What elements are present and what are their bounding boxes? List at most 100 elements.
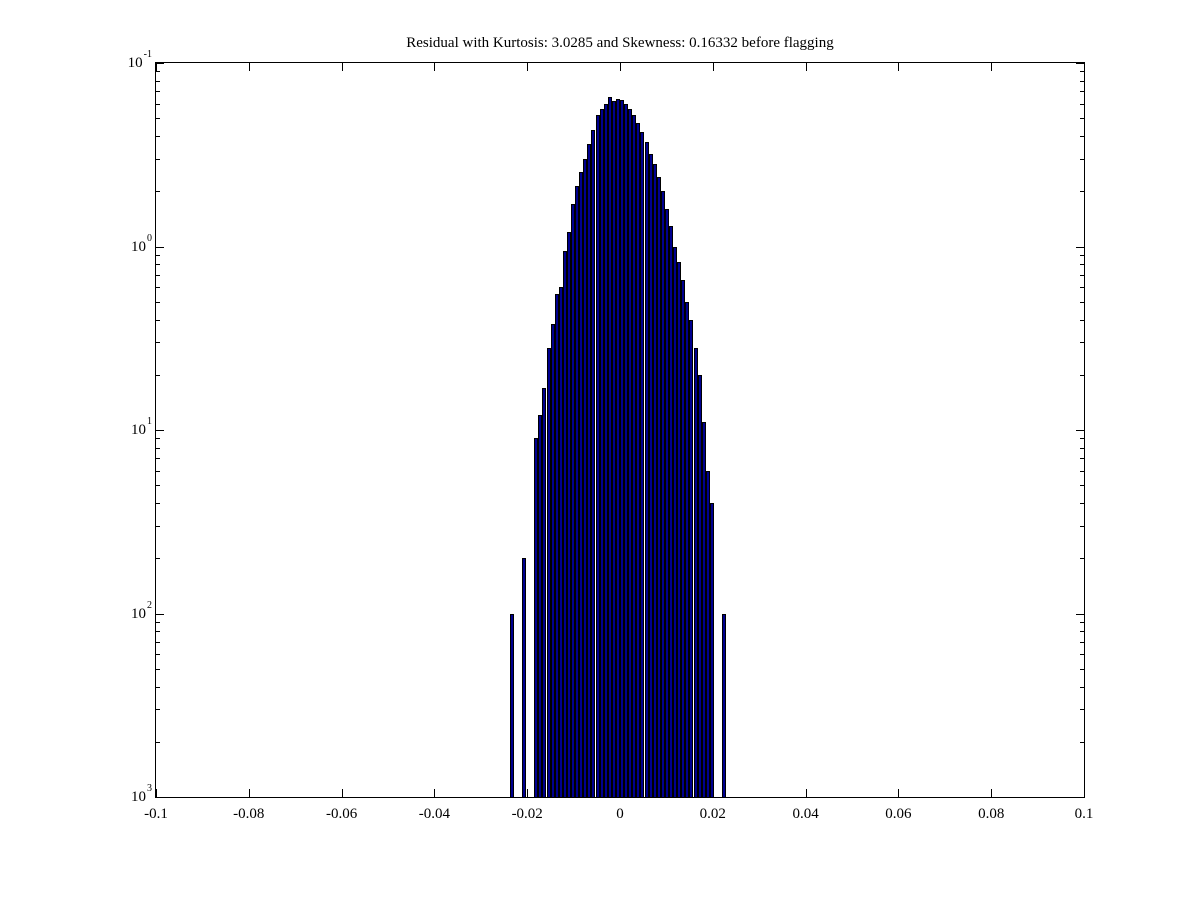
x-axis-major-tick-top	[712, 62, 714, 71]
histogram-bar	[587, 144, 592, 797]
y-axis-minor-tick	[155, 447, 160, 449]
histogram-plot-area	[156, 63, 1084, 797]
histogram-bar	[554, 294, 559, 797]
y-axis-minor-tick	[155, 621, 160, 623]
y-axis-minor-tick	[155, 91, 160, 93]
histogram-bar	[722, 613, 727, 797]
y-axis-minor-tick-right	[1080, 485, 1085, 487]
histogram-bar	[550, 323, 555, 797]
x-axis-major-tick	[248, 789, 250, 798]
y-axis-minor-tick-right	[1080, 631, 1085, 633]
x-axis-major-tick	[527, 789, 529, 798]
y-axis-minor-tick	[155, 254, 160, 256]
y-axis-minor-tick	[155, 470, 160, 472]
y-tick-mantissa: 10	[131, 789, 146, 805]
y-axis-minor-tick	[155, 158, 160, 160]
x-axis-major-tick-top	[156, 62, 157, 71]
y-axis-minor-tick-right	[1080, 558, 1085, 560]
y-axis-major-tick-right	[1076, 797, 1085, 798]
y-axis-minor-tick	[155, 301, 160, 303]
x-axis-major-tick-top	[620, 62, 621, 71]
histogram-bar	[607, 97, 612, 797]
y-axis-minor-tick	[155, 641, 160, 643]
y-axis-minor-tick	[155, 458, 160, 460]
x-axis-major-tick	[898, 789, 900, 798]
x-axis-tick-label: 0.06	[885, 806, 912, 822]
y-axis-minor-tick	[155, 374, 160, 376]
y-axis-minor-tick-right	[1080, 686, 1085, 688]
y-axis-minor-tick-right	[1080, 287, 1085, 289]
x-axis-major-tick-top	[527, 62, 529, 71]
x-axis-major-tick	[805, 789, 807, 798]
y-axis-minor-tick-right	[1080, 91, 1085, 93]
histogram-bar	[509, 613, 514, 797]
y-axis-minor-tick-right	[1080, 470, 1085, 472]
x-axis-tick-label: -0.04	[418, 806, 451, 822]
y-axis-tick-label: 10-1	[95, 49, 152, 72]
y-axis-minor-tick	[155, 71, 160, 73]
y-axis-minor-tick	[155, 264, 160, 266]
x-axis-major-tick-top	[805, 62, 807, 71]
histogram-bar	[689, 319, 694, 797]
y-tick-mantissa: 10	[127, 55, 143, 71]
y-axis-major-tick-right	[1076, 613, 1085, 615]
histogram-bar	[571, 204, 576, 797]
y-axis-minor-tick	[155, 503, 160, 504]
y-axis-minor-tick-right	[1080, 641, 1085, 643]
y-axis-minor-tick-right	[1080, 254, 1085, 256]
y-axis-minor-tick	[155, 558, 160, 560]
y-axis-minor-tick-right	[1080, 447, 1085, 449]
y-axis-minor-tick-right	[1080, 503, 1085, 504]
y-axis-minor-tick-right	[1080, 654, 1085, 656]
y-axis-minor-tick-right	[1080, 103, 1085, 105]
y-axis-minor-tick	[155, 485, 160, 487]
x-axis-tick-label: -0.08	[233, 806, 265, 822]
y-axis-minor-tick	[155, 103, 160, 105]
histogram-bar	[628, 109, 633, 797]
y-tick-exponent: 3	[147, 783, 152, 794]
x-axis-major-tick	[156, 789, 157, 798]
x-axis-tick-label: 0.02	[699, 806, 726, 822]
y-axis-minor-tick-right	[1080, 668, 1085, 670]
y-axis-minor-tick-right	[1080, 374, 1085, 376]
y-axis-minor-tick	[155, 438, 160, 440]
histogram-bar	[599, 109, 604, 797]
histogram-bar	[705, 470, 710, 797]
histogram-bar	[640, 132, 645, 797]
y-tick-exponent: -1	[143, 49, 152, 60]
y-tick-exponent: 0	[147, 232, 152, 244]
x-axis-tick-label: -0.06	[325, 806, 358, 822]
x-axis-major-tick-top	[248, 62, 250, 71]
x-axis-major-tick	[1084, 789, 1085, 798]
histogram-bar	[660, 191, 665, 797]
x-axis-major-tick	[620, 789, 621, 798]
y-axis-minor-tick	[155, 191, 160, 193]
y-axis-minor-tick	[155, 631, 160, 633]
y-axis-tick-label: 103	[95, 783, 152, 806]
y-axis-minor-tick-right	[1080, 621, 1085, 623]
y-axis-minor-tick	[155, 342, 160, 344]
y-axis-major-tick	[155, 797, 164, 798]
histogram-bar	[562, 250, 567, 797]
x-axis-tick-label: -0.02	[511, 806, 543, 822]
histogram-bar	[656, 176, 661, 797]
x-axis-major-tick	[341, 789, 343, 798]
y-axis-minor-tick	[155, 319, 160, 321]
y-axis-minor-tick-right	[1080, 158, 1085, 160]
x-axis-major-tick	[991, 789, 993, 798]
histogram-bar	[681, 279, 686, 797]
histogram-bar	[603, 103, 608, 797]
y-axis-major-tick-right	[1076, 246, 1085, 248]
y-axis-minor-tick-right	[1080, 71, 1085, 73]
histogram-bar	[611, 101, 616, 797]
histogram-bar	[566, 231, 571, 797]
histogram-bar	[595, 115, 600, 797]
y-axis-minor-tick	[155, 525, 160, 527]
y-axis-minor-tick	[155, 709, 160, 711]
histogram-bar	[644, 142, 649, 797]
y-tick-exponent: 1	[147, 416, 152, 427]
y-axis-major-tick	[155, 430, 164, 431]
histogram-bar	[648, 153, 653, 797]
y-axis-minor-tick-right	[1080, 136, 1085, 137]
histogram-bar	[542, 387, 547, 797]
